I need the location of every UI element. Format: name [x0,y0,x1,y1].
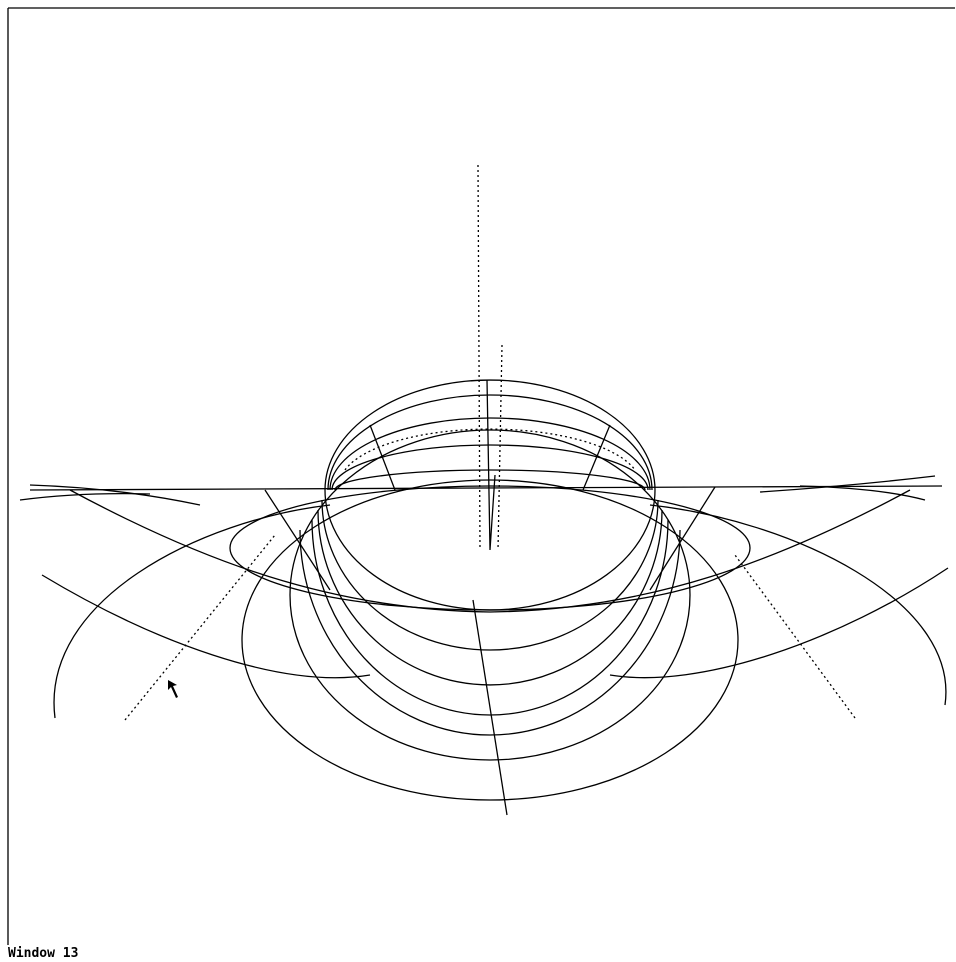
window-frame [7,7,955,945]
window-title: Window 13 [8,946,78,961]
wireframe-drawing [19,164,949,816]
mouse-cursor [168,680,178,698]
